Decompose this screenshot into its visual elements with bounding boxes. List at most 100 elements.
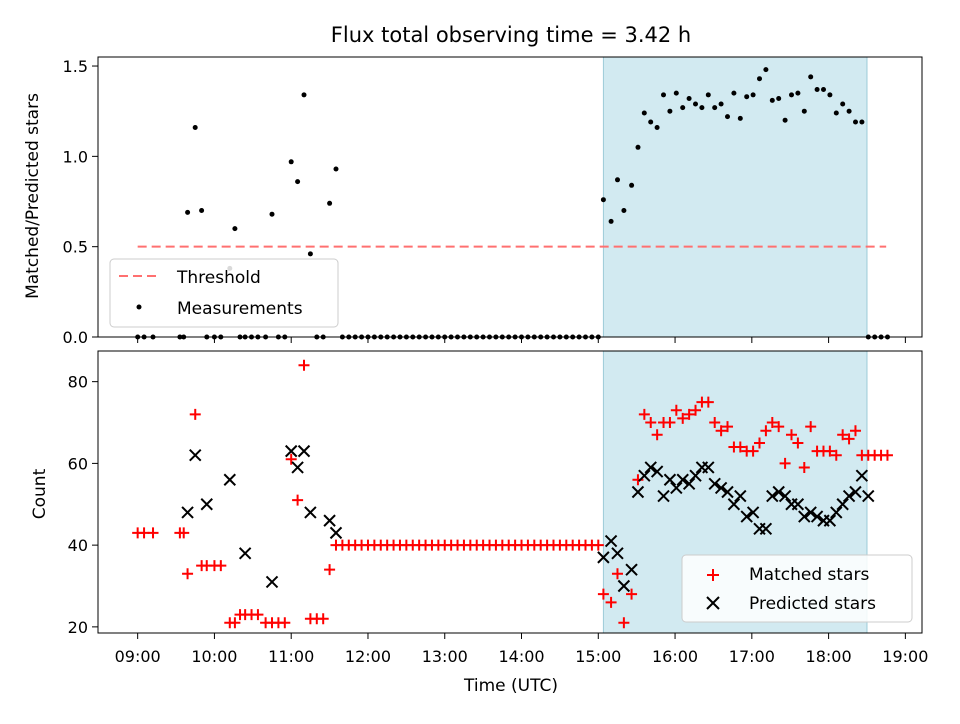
x-tick-label: 17:00 <box>729 647 775 666</box>
measurement-point <box>757 76 762 82</box>
matched-star-point <box>215 560 227 572</box>
matched-star-point <box>805 421 817 433</box>
predicted-star-point <box>189 449 202 462</box>
matched-star-point <box>670 404 682 416</box>
matched-star-point <box>626 588 638 600</box>
predicted-star-point <box>676 473 689 486</box>
matched-star-point <box>881 449 893 461</box>
measurement-point <box>333 166 339 172</box>
top-panel: 0.0 0.5 1.0 1.5 Flux total observing time =… <box>23 23 923 347</box>
y-tick-label: 40 <box>68 536 88 555</box>
matched-star-point <box>779 457 791 469</box>
predicted-star-point <box>842 489 856 503</box>
matched-star-point <box>252 609 264 621</box>
measurement-point <box>763 67 769 73</box>
measurement-point <box>295 179 301 185</box>
measurement-point <box>680 105 686 111</box>
matched-star-point <box>189 408 201 420</box>
measurement-point <box>776 96 782 101</box>
predicted-star-point <box>604 534 618 548</box>
predicted-star-point <box>810 510 824 523</box>
predicted-star-point <box>682 477 696 491</box>
bottom-axes-frame <box>97 350 923 634</box>
measurement-point <box>744 94 750 100</box>
measurement-point <box>608 218 614 224</box>
matched-star-point <box>798 461 810 473</box>
measurement-point <box>712 105 718 111</box>
measurement-point <box>725 114 730 120</box>
predicted-star-point <box>200 498 213 511</box>
measurement-point <box>731 90 737 96</box>
x-tick-label: 12:00 <box>345 647 391 666</box>
measurement-point <box>789 92 794 98</box>
predicted-star-point <box>611 547 624 560</box>
matched-star-point <box>830 449 842 461</box>
matched-star-point <box>597 588 609 600</box>
matched-star-point <box>664 417 676 429</box>
measurement-point <box>750 92 756 98</box>
legend-measurements-swatch <box>136 304 142 310</box>
measurement-point <box>192 125 198 130</box>
predicted-star-point <box>708 477 721 491</box>
measurement-point <box>718 101 724 107</box>
y-tick-label: 1.0 <box>63 147 88 166</box>
predicted-star-point <box>830 506 843 519</box>
measurement-point <box>814 87 820 92</box>
x-tick-label: 14:00 <box>498 647 544 666</box>
measurement-point <box>840 101 846 107</box>
legend-threshold-label: Threshold <box>176 268 261 288</box>
matched-star-point <box>677 412 689 424</box>
x-axis-label: Time (UTC) <box>463 676 558 696</box>
predicted-star-point <box>617 579 631 593</box>
measurement-point <box>629 182 635 188</box>
measurement-point <box>199 208 205 213</box>
matched-star-point <box>638 408 650 420</box>
top-y-axis-label: Matched/Predicted stars <box>23 93 43 299</box>
top-shaded-region <box>602 56 868 338</box>
measurement-point <box>635 144 641 150</box>
measurement-point <box>327 200 333 206</box>
bottom-y-ticks: 20 40 60 80 <box>68 373 98 637</box>
measurement-point <box>641 110 647 116</box>
x-tick-label: 16:00 <box>652 647 698 666</box>
matched-star-point <box>178 527 190 539</box>
predicted-star-point <box>323 514 336 527</box>
matched-star-point <box>754 437 766 449</box>
matched-star-point <box>849 425 861 437</box>
matched-star-point <box>715 425 727 437</box>
measurement-point <box>661 92 666 98</box>
predicted-star-point <box>670 481 683 495</box>
matched-star-point <box>734 441 746 453</box>
legend-predicted-swatch <box>706 596 720 610</box>
measurement-point <box>673 90 679 96</box>
matched-star-point <box>709 417 721 429</box>
predicted-star-point <box>823 514 837 527</box>
matched-star-point <box>690 404 702 416</box>
measurement-point <box>808 74 814 80</box>
matched-star-point <box>683 408 695 420</box>
measurement-point <box>667 108 673 114</box>
matched-star-point <box>651 429 663 441</box>
x-tick-label: 13:00 <box>422 647 468 666</box>
measurement-point <box>693 101 698 107</box>
predicted-star-point <box>657 489 670 503</box>
predicted-star-point <box>223 473 236 486</box>
measurement-point <box>705 92 711 98</box>
legend-predicted-label: Predicted stars <box>749 594 876 614</box>
measurement-point <box>686 96 692 101</box>
predicted-star-point <box>638 469 651 482</box>
top-legend-box <box>109 258 339 328</box>
predicted-star-point <box>836 498 849 511</box>
legend-matched-swatch <box>707 569 719 581</box>
matched-star-point <box>317 613 329 625</box>
matched-star-point <box>824 445 836 457</box>
measurement-point <box>600 197 606 203</box>
y-tick-label: 0.0 <box>63 328 88 347</box>
predicted-star-point <box>740 510 753 523</box>
top-axes-frame <box>97 56 923 338</box>
y-tick-label: 20 <box>68 618 88 637</box>
predicted-star-point <box>689 469 702 482</box>
matched-star-point <box>292 494 304 506</box>
measurement-point <box>827 92 833 98</box>
matched-star-point <box>792 437 804 449</box>
